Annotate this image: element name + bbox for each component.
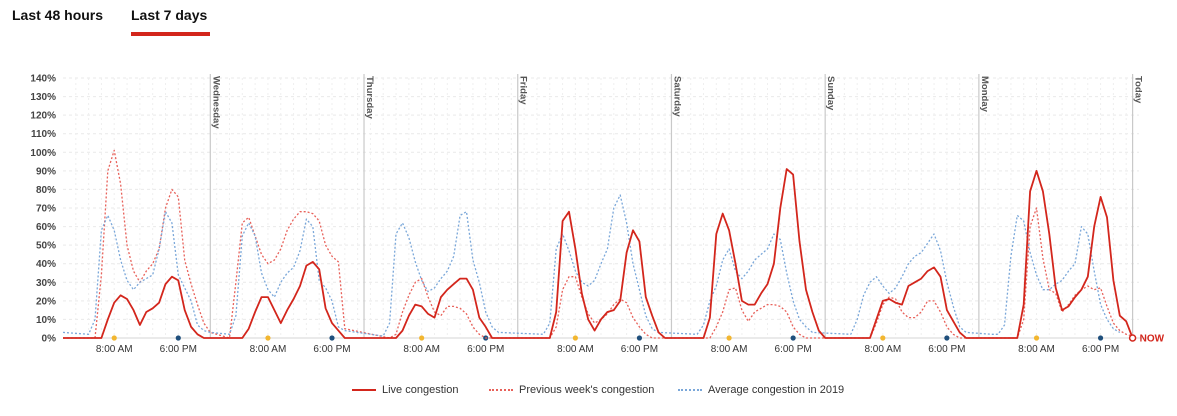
time-tick-dot bbox=[790, 335, 796, 341]
time-tick-dot bbox=[265, 335, 271, 341]
x-tick-label: 8:00 AM bbox=[403, 344, 440, 355]
legend-item-live: Live congestion bbox=[352, 384, 458, 396]
x-tick-label: 6:00 PM bbox=[775, 344, 812, 355]
congestion-chart: 0% 10% 20% 30% 40% 50% 60% 70% 80% 90% 100% 110% 120… bbox=[30, 74, 1165, 356]
time-tick-dot bbox=[572, 335, 578, 341]
y-tick-label: 80% bbox=[36, 185, 56, 196]
series-line-average-2019 bbox=[62, 194, 1121, 337]
time-tick-dot bbox=[329, 335, 335, 341]
time-range-tabs: Last 48 hours Last 7 days bbox=[0, 0, 1177, 40]
legend-swatch-previous-week bbox=[489, 389, 513, 392]
y-tick-label: 20% bbox=[36, 296, 56, 307]
active-tab-indicator bbox=[131, 32, 210, 36]
legend-swatch-average-2019 bbox=[678, 389, 702, 392]
x-tick-label: 8:00 AM bbox=[864, 344, 901, 355]
y-tick-label: 60% bbox=[36, 222, 56, 233]
day-marker-label: Thursday bbox=[364, 76, 375, 119]
time-tick-dot bbox=[111, 335, 117, 341]
time-tick-dot bbox=[1033, 335, 1040, 341]
chart-legend: Live congestion Previous week's congesti… bbox=[0, 384, 1177, 398]
time-tick-dot bbox=[175, 335, 181, 341]
time-tick-dot bbox=[419, 335, 425, 341]
legend-label-previous-week: Previous week's congestion bbox=[519, 384, 655, 396]
time-tick-dot bbox=[944, 335, 950, 341]
legend-item-previous-week: Previous week's congestion bbox=[489, 384, 654, 396]
x-tick-label: 8:00 AM bbox=[1018, 344, 1055, 355]
x-tick-label: 8:00 AM bbox=[557, 344, 594, 355]
now-label: NOW bbox=[1140, 334, 1165, 345]
y-tick-label: 50% bbox=[36, 241, 56, 252]
series-line-previous-week bbox=[63, 149, 1133, 339]
legend-label-live: Live congestion bbox=[382, 384, 459, 396]
tab-last-48-hours[interactable]: Last 48 hours bbox=[12, 7, 104, 23]
legend-item-average-2019: Average congestion in 2019 bbox=[678, 384, 844, 396]
x-tick-label: 6:00 PM bbox=[467, 344, 504, 355]
day-marker-label: Sunday bbox=[825, 76, 836, 111]
series-line-live bbox=[63, 168, 1134, 339]
y-tick-label: 110% bbox=[31, 129, 56, 140]
time-tick-dot bbox=[880, 335, 886, 341]
time-tick-dot bbox=[636, 335, 643, 341]
y-tick-label: 30% bbox=[36, 278, 56, 289]
x-tick-label: 6:00 PM bbox=[621, 344, 658, 355]
y-tick-label: 0% bbox=[42, 334, 57, 345]
y-tick-label: 40% bbox=[36, 259, 56, 270]
x-tick-label: 6:00 PM bbox=[928, 344, 965, 355]
day-marker-label: Wednesday bbox=[210, 76, 221, 129]
x-tick-label: 8:00 AM bbox=[96, 344, 133, 355]
y-tick-label: 10% bbox=[36, 315, 56, 326]
day-marker-label: Today bbox=[1133, 76, 1144, 104]
y-tick-label: 90% bbox=[36, 166, 56, 177]
x-tick-label: 8:00 AM bbox=[250, 344, 287, 355]
x-tick-label: 6:00 PM bbox=[160, 344, 197, 355]
legend-label-average-2019: Average congestion in 2019 bbox=[708, 384, 845, 396]
x-tick-label: 6:00 PM bbox=[1082, 344, 1119, 355]
legend-swatch-live bbox=[352, 389, 376, 392]
time-tick-dot bbox=[726, 335, 732, 341]
x-tick-label: 6:00 PM bbox=[313, 344, 350, 355]
day-marker-label: Saturday bbox=[671, 76, 682, 117]
now-marker bbox=[1128, 334, 1137, 342]
day-marker-label: Friday bbox=[518, 76, 529, 105]
time-tick-dot bbox=[1097, 335, 1104, 341]
y-tick-label: 130% bbox=[30, 92, 56, 103]
y-tick-label: 70% bbox=[36, 204, 56, 215]
day-marker-label: Monday bbox=[979, 76, 990, 113]
y-tick-label: 140% bbox=[30, 74, 56, 85]
y-tick-label: 100% bbox=[30, 148, 56, 159]
y-tick-label: 120% bbox=[30, 111, 56, 122]
x-tick-label: 8:00 AM bbox=[711, 344, 748, 355]
tab-last-7-days[interactable]: Last 7 days bbox=[131, 7, 208, 23]
